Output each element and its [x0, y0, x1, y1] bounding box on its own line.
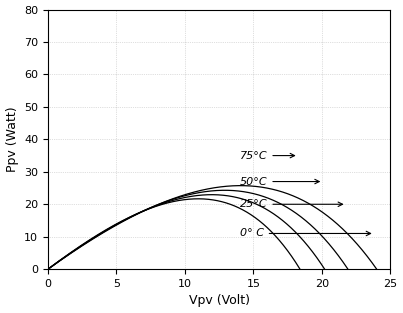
Text: 75°C: 75°C — [240, 151, 295, 161]
Text: 0° C: 0° C — [240, 228, 371, 239]
Y-axis label: Ppv (Watt): Ppv (Watt) — [6, 106, 19, 172]
X-axis label: Vpv (Volt): Vpv (Volt) — [189, 295, 250, 307]
Text: 50°C: 50°C — [240, 177, 319, 187]
Text: 25°C: 25°C — [240, 199, 343, 209]
